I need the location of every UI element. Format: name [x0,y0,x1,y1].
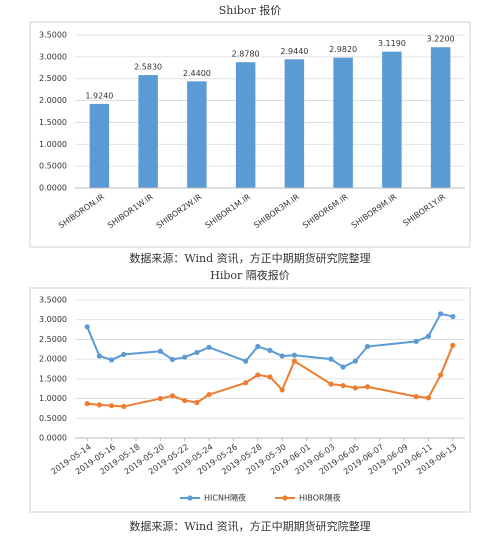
point [206,392,212,398]
point [243,358,249,364]
y-tick-label: 0.0000 [39,434,67,443]
point [291,358,297,364]
value-label: 1.9240 [85,91,113,100]
x-tick-label: SHIBORON.IR [57,192,106,230]
value-label: 2.9440 [280,47,308,56]
series-line [86,312,454,369]
point [291,352,297,358]
point [121,403,127,410]
point [267,347,273,354]
x-tick-label: SHIBOR9M.IR [350,192,399,230]
point [267,374,273,380]
point [169,393,176,399]
series-line [87,344,454,408]
point [340,382,346,389]
bar [430,47,451,188]
point [96,353,102,359]
point [169,356,176,363]
y-tick-label: 2.5000 [39,74,67,83]
legend-label: HIBOR隔夜 [299,493,341,503]
legend-swatch [187,495,193,501]
y-tick-label: 3.0000 [39,315,67,324]
point [364,343,371,350]
point [328,356,334,362]
point [413,338,419,344]
point [279,387,285,393]
y-tick-label: 3.5000 [39,296,67,305]
x-tick-label: SHIBOR1M.IR [204,192,253,230]
y-tick-label: 2.0000 [39,96,67,105]
point [243,380,249,386]
chart-frame [29,287,471,513]
source-note: 数据来源：Wind 资讯，方正中期期货研究院整理 [129,519,370,533]
point [340,364,346,370]
point [194,399,200,406]
legend-swatch [282,495,288,501]
point [352,358,358,364]
point [438,372,444,378]
value-label: 3.2200 [427,35,455,44]
point [84,324,90,330]
point [425,333,432,339]
value-label: 2.5830 [134,63,162,72]
y-tick-label: 2.5000 [39,335,67,344]
bar [235,62,256,188]
point [194,349,200,356]
source-note: 数据来源：Wind 资讯，方正中期期货研究院整理 [129,251,370,265]
y-tick-label: 1.5000 [39,374,67,383]
point [108,357,115,363]
point [352,385,358,391]
point [450,342,456,348]
y-tick-label: 0.5000 [39,162,67,171]
value-label: 3.1190 [378,39,406,48]
point [84,401,90,407]
y-tick-label: 1.0000 [39,140,67,149]
value-label: 2.4400 [183,69,211,78]
point [206,344,212,350]
point [255,372,261,378]
chart-title: Shibor 报价 [219,3,282,17]
y-tick-label: 2.0000 [39,355,67,364]
bar [284,59,305,188]
bar [382,51,402,188]
y-tick-label: 0.5000 [39,414,67,423]
point [425,395,432,401]
legend-label: HICNH隔夜 [204,493,246,503]
point [121,351,127,358]
value-label: 2.9820 [329,45,357,54]
point [157,348,163,354]
y-tick-label: 0.0000 [39,184,67,193]
bar [187,81,207,188]
x-tick-label: SHIBOR2W.IR [155,192,204,230]
y-tick-label: 3.0000 [39,52,67,61]
bar [138,75,158,188]
bar [89,103,110,188]
point [450,313,456,320]
point [108,403,115,409]
chart-frame [29,21,471,248]
point [364,384,371,390]
x-tick-label: SHIBOR1W.IR [106,192,155,230]
point [96,402,102,408]
point [413,394,419,400]
point [182,397,188,404]
point [182,354,188,360]
point [328,381,334,387]
y-tick-label: 1.0000 [39,394,67,403]
x-tick-label: SHIBOR1Y.IR [402,192,448,228]
point [438,311,444,317]
value-label: 2.8780 [232,50,260,59]
chart-title: Hibor 隔夜报价 [210,268,290,282]
y-tick-label: 1.5000 [39,118,67,127]
x-tick-label: SHIBOR3M.IR [252,192,301,230]
point [157,395,163,402]
point [255,343,261,350]
point [279,353,285,359]
y-tick-label: 3.5000 [39,31,67,40]
x-tick-label: SHIBOR6M.IR [301,192,350,230]
bar [333,57,353,189]
